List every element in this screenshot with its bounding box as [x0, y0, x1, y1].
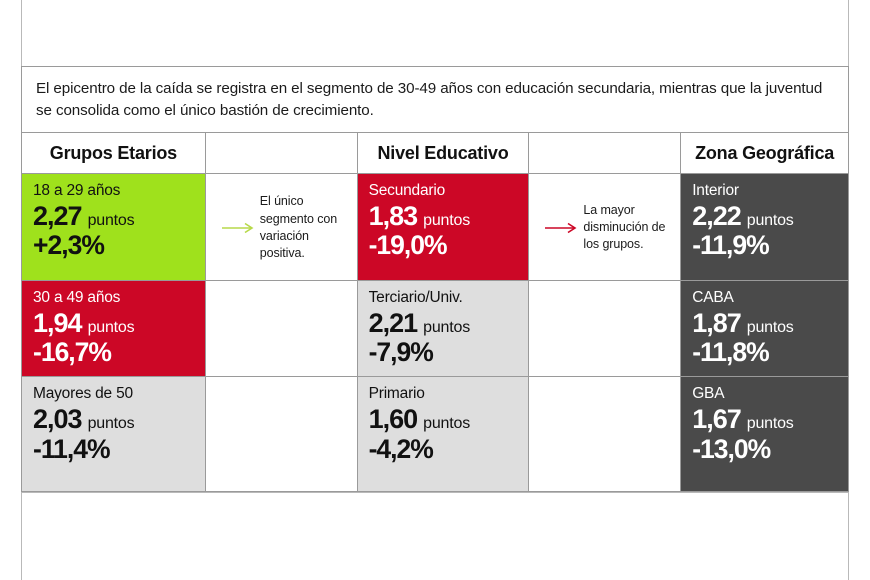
annotation-cell-2: La mayor disminución de los grupos. [529, 174, 681, 281]
cell-delta: -13,0% [692, 433, 771, 464]
cell-value-line: 1,60 puntos [368, 404, 518, 435]
annotation-text: El único segmento con variación positiva… [259, 194, 338, 261]
cell-value-line: 1,94 puntos [33, 307, 194, 338]
arrow-right-icon [545, 221, 579, 235]
cell-value: 1,87 [692, 307, 742, 338]
table-row[interactable]: 18 a 29 años 2,27 puntos +2,3% [22, 174, 205, 281]
annotation-cell-1: El único segmento con variación positiva… [205, 174, 357, 281]
cell-value: 1,60 [368, 404, 419, 435]
cell-label: 30 a 49 años [33, 288, 121, 306]
cell-unit: puntos [746, 318, 794, 336]
cell-nivel-primario[interactable]: Primario 1,60 puntos -4,2% [357, 377, 529, 492]
cell-value-line: 1,83 puntos [368, 201, 518, 232]
column-header-nivel-educativo: Nivel Educativo [358, 133, 530, 173]
cell-label: GBA [692, 385, 725, 403]
annotation-spacer-2b [529, 280, 681, 378]
cell-value: 1,67 [692, 404, 742, 435]
cell-grupos-18-29[interactable]: 18 a 29 años 2,27 puntos +2,3% [22, 174, 205, 280]
table-row[interactable]: Secundario 1,83 puntos -19,0% [357, 174, 529, 281]
cell-value-line: 2,22 puntos [692, 201, 837, 232]
column-annotation-1: El único segmento con variación positiva… [205, 174, 358, 492]
cell-value-line: 2,03 puntos [33, 404, 194, 435]
cell-delta: +2,3% [33, 230, 105, 261]
summary-banner: El epicentro de la caída se registra en … [21, 66, 849, 132]
cell-value: 1,83 [368, 201, 419, 232]
table-row[interactable]: CABA 1,87 puntos -11,8% [681, 280, 848, 378]
cell-delta: -11,4% [33, 433, 111, 464]
cell-label: Primario [368, 385, 425, 403]
data-grid: 18 a 29 años 2,27 puntos +2,3% 30 a 49 a… [21, 174, 849, 492]
cell-unit: puntos [87, 212, 135, 230]
summary-text: El epicentro de la caída se registra en … [36, 79, 823, 119]
table-row[interactable]: Mayores de 50 2,03 puntos -11,4% [22, 377, 205, 492]
column-grupos-etarios: 18 a 29 años 2,27 puntos +2,3% 30 a 49 a… [22, 174, 206, 492]
cell-label: Interior [692, 182, 739, 199]
arrow-right-icon [221, 221, 256, 235]
cell-value: 1,94 [33, 307, 83, 338]
cell-nivel-terciario-univ[interactable]: Terciario/Univ. 2,21 puntos -7,9% [357, 280, 529, 377]
cell-value: 2,22 [692, 201, 742, 232]
column-header-spacer-2 [529, 133, 682, 173]
cell-delta: -19,0% [368, 230, 448, 261]
annotation-text: La mayor disminución de los grupos. [583, 202, 666, 252]
column-zona-geografica: Interior 2,22 puntos -11,9% CABA 1,87 pu… [681, 174, 848, 492]
page-rule-bottom [21, 492, 849, 493]
table-row[interactable]: GBA 1,67 puntos -13,0% [681, 377, 848, 492]
cell-label: Secundario [368, 182, 446, 199]
annotation-spacer-2c [529, 377, 681, 492]
cell-unit: puntos [423, 212, 470, 230]
annotation-spacer-1c [205, 377, 357, 492]
cell-value-line: 2,27 puntos [33, 201, 194, 232]
cell-delta: -7,9% [368, 337, 434, 368]
cell-label: 18 a 29 años [33, 182, 121, 199]
cell-value: 2,21 [368, 307, 419, 338]
cell-unit: puntos [423, 318, 470, 336]
cell-value-line: 1,67 puntos [692, 404, 837, 435]
cell-unit: puntos [423, 415, 470, 433]
cell-zona-gba[interactable]: GBA 1,67 puntos -13,0% [681, 377, 848, 492]
cell-unit: puntos [87, 415, 135, 433]
cell-zona-interior[interactable]: Interior 2,22 puntos -11,9% [681, 174, 848, 280]
cell-value-line: 1,87 puntos [692, 307, 837, 338]
cell-delta: -4,2% [368, 433, 434, 464]
cell-label: Mayores de 50 [33, 385, 133, 403]
cell-unit: puntos [746, 212, 794, 230]
cell-label: Terciario/Univ. [368, 288, 463, 306]
cell-value: 2,27 [33, 201, 83, 232]
cell-delta: -11,8% [692, 337, 770, 368]
cell-unit: puntos [87, 318, 135, 336]
cell-nivel-secundario[interactable]: Secundario 1,83 puntos -19,0% [357, 174, 529, 280]
column-header-spacer-1 [206, 133, 358, 173]
table-row[interactable]: Terciario/Univ. 2,21 puntos -7,9% [357, 280, 529, 378]
cell-grupos-30-49[interactable]: 30 a 49 años 1,94 puntos -16,7% [22, 280, 205, 377]
table-row[interactable]: 30 a 49 años 1,94 puntos -16,7% [22, 280, 205, 378]
column-header-grupos-etarios: Grupos Etarios [22, 133, 206, 173]
column-header-zona-geografica: Zona Geográfica [695, 142, 835, 163]
annotation-callout-positive: El único segmento con variación positiva… [216, 182, 347, 274]
annotation-callout-decline: La mayor disminución de los grupos. [539, 182, 670, 274]
cell-grupos-mayores-50[interactable]: Mayores de 50 2,03 puntos -11,4% [22, 377, 205, 492]
cell-delta: -11,9% [692, 230, 770, 261]
cell-label: CABA [692, 288, 734, 306]
column-nivel-educativo: Secundario 1,83 puntos -19,0% Terciario/… [357, 174, 530, 492]
column-annotation-2: La mayor disminución de los grupos. [529, 174, 682, 492]
column-header-row: Grupos Etarios Nivel Educativo Zona Geog… [21, 132, 849, 174]
table-row[interactable]: Interior 2,22 puntos -11,9% [681, 174, 848, 281]
annotation-spacer-1b [205, 280, 357, 378]
cell-value-line: 2,21 puntos [368, 307, 518, 338]
cell-value: 2,03 [33, 404, 83, 435]
cell-delta: -16,7% [33, 337, 112, 368]
table-row[interactable]: Primario 1,60 puntos -4,2% [357, 377, 529, 492]
cell-zona-caba[interactable]: CABA 1,87 puntos -11,8% [681, 280, 848, 377]
cell-unit: puntos [746, 415, 794, 433]
